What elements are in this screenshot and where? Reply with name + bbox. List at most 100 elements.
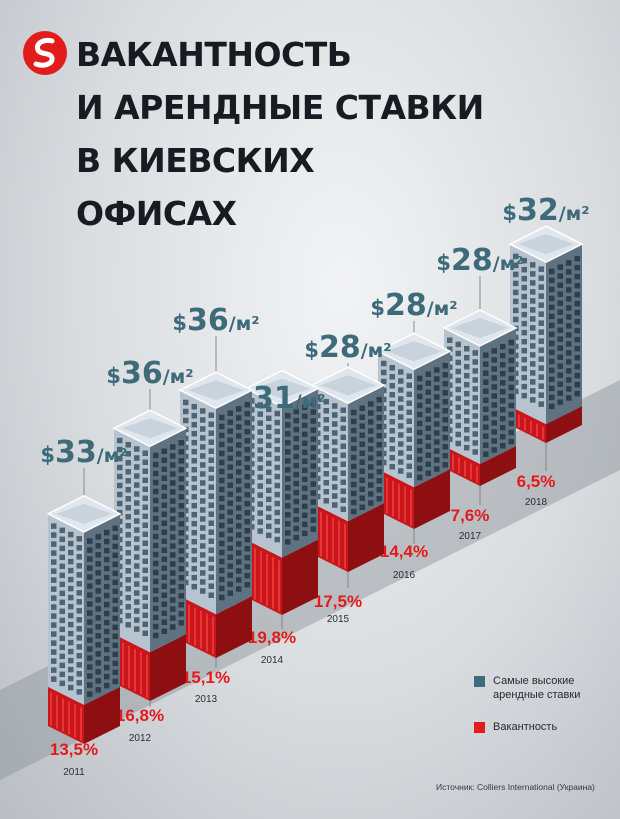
window bbox=[472, 395, 478, 401]
window bbox=[285, 521, 291, 527]
window bbox=[219, 414, 225, 421]
window bbox=[491, 411, 497, 417]
window bbox=[244, 563, 250, 570]
window bbox=[236, 505, 242, 511]
window bbox=[513, 262, 519, 269]
window bbox=[244, 509, 250, 516]
window bbox=[464, 417, 470, 424]
window bbox=[442, 380, 448, 387]
window bbox=[161, 547, 167, 554]
window bbox=[76, 644, 82, 650]
window bbox=[104, 601, 110, 608]
window bbox=[310, 400, 316, 406]
window bbox=[117, 446, 123, 453]
window bbox=[142, 558, 148, 565]
window bbox=[351, 508, 357, 515]
window bbox=[302, 422, 308, 429]
window bbox=[530, 262, 536, 268]
window bbox=[442, 398, 448, 405]
window bbox=[236, 586, 242, 592]
window bbox=[574, 264, 580, 271]
window bbox=[134, 563, 140, 569]
window bbox=[208, 439, 214, 445]
window bbox=[112, 660, 118, 667]
window bbox=[549, 394, 555, 401]
window bbox=[191, 565, 197, 572]
window bbox=[332, 439, 338, 445]
window bbox=[68, 576, 74, 583]
vacancy-bar-side bbox=[546, 406, 582, 443]
window bbox=[549, 385, 555, 392]
window bbox=[59, 545, 65, 552]
window bbox=[244, 554, 250, 561]
window bbox=[142, 549, 148, 556]
window bbox=[549, 376, 555, 383]
window bbox=[302, 449, 308, 456]
rent-label: $28/м² bbox=[370, 288, 457, 323]
window bbox=[389, 400, 395, 407]
window bbox=[59, 653, 65, 660]
window bbox=[376, 469, 382, 475]
window bbox=[323, 480, 329, 486]
window bbox=[134, 617, 140, 623]
window bbox=[293, 471, 299, 478]
window bbox=[340, 497, 346, 503]
window bbox=[310, 409, 316, 415]
window bbox=[95, 642, 101, 648]
window bbox=[566, 323, 572, 329]
window bbox=[68, 666, 74, 673]
window bbox=[200, 561, 206, 567]
window bbox=[530, 316, 536, 322]
window bbox=[574, 300, 580, 307]
vacancy-bar-side bbox=[348, 503, 384, 572]
window bbox=[191, 421, 197, 428]
window bbox=[170, 615, 176, 621]
window bbox=[549, 304, 555, 311]
window bbox=[134, 473, 140, 479]
window bbox=[104, 592, 110, 599]
window bbox=[244, 482, 250, 489]
window bbox=[51, 649, 57, 655]
window bbox=[142, 621, 148, 628]
window bbox=[161, 529, 167, 536]
window bbox=[538, 338, 544, 344]
window bbox=[538, 383, 544, 389]
window bbox=[112, 624, 118, 631]
window bbox=[51, 613, 57, 619]
window bbox=[574, 273, 580, 280]
window bbox=[442, 371, 448, 378]
window bbox=[59, 635, 65, 642]
building-roof-inner bbox=[122, 418, 178, 439]
window bbox=[266, 496, 272, 503]
window bbox=[95, 570, 101, 576]
window bbox=[417, 393, 423, 400]
window bbox=[200, 543, 206, 549]
window bbox=[68, 639, 74, 646]
year-label: 2011 bbox=[63, 767, 85, 778]
window bbox=[266, 424, 272, 431]
window bbox=[87, 547, 93, 553]
window bbox=[170, 534, 176, 540]
window bbox=[425, 389, 431, 395]
window bbox=[381, 369, 387, 376]
window bbox=[566, 341, 572, 347]
window bbox=[557, 309, 563, 315]
window bbox=[200, 462, 206, 468]
window bbox=[257, 528, 263, 534]
window bbox=[104, 619, 110, 626]
window bbox=[266, 406, 272, 413]
window bbox=[125, 469, 131, 475]
building-roof-inner bbox=[386, 341, 442, 362]
window bbox=[285, 467, 291, 473]
window bbox=[95, 534, 101, 540]
window bbox=[302, 485, 308, 492]
window bbox=[76, 572, 82, 578]
title-line: ОФИСАХ bbox=[76, 194, 237, 233]
building-face-left bbox=[510, 244, 546, 425]
window bbox=[178, 503, 184, 509]
window bbox=[104, 538, 110, 545]
window bbox=[266, 514, 272, 521]
window bbox=[266, 532, 272, 539]
window bbox=[142, 612, 148, 619]
window bbox=[161, 466, 167, 473]
